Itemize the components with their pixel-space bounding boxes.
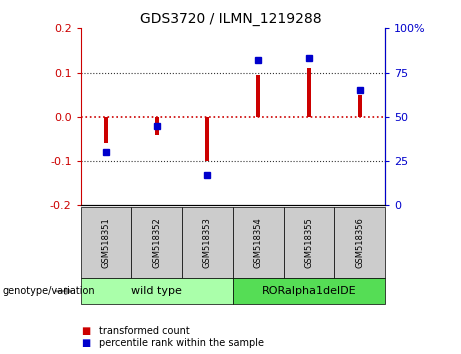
Text: GSM518351: GSM518351: [101, 217, 111, 268]
Bar: [307, 68, 311, 117]
Text: GSM518356: GSM518356: [355, 217, 364, 268]
Text: percentile rank within the sample: percentile rank within the sample: [99, 338, 264, 348]
Text: transformed count: transformed count: [99, 326, 190, 336]
Bar: [358, 95, 361, 117]
Text: GSM518354: GSM518354: [254, 217, 263, 268]
Text: GDS3720 / ILMN_1219288: GDS3720 / ILMN_1219288: [140, 12, 321, 27]
Text: GSM518352: GSM518352: [152, 217, 161, 268]
Bar: [256, 75, 260, 117]
Text: ■: ■: [81, 338, 90, 348]
Bar: [155, 117, 159, 135]
Text: ■: ■: [81, 326, 90, 336]
Bar: [104, 117, 108, 143]
Text: RORalpha1delDE: RORalpha1delDE: [261, 286, 356, 296]
Text: GSM518355: GSM518355: [304, 217, 313, 268]
Text: GSM518353: GSM518353: [203, 217, 212, 268]
Text: genotype/variation: genotype/variation: [2, 286, 95, 296]
Text: wild type: wild type: [131, 286, 182, 296]
Bar: [206, 117, 209, 161]
